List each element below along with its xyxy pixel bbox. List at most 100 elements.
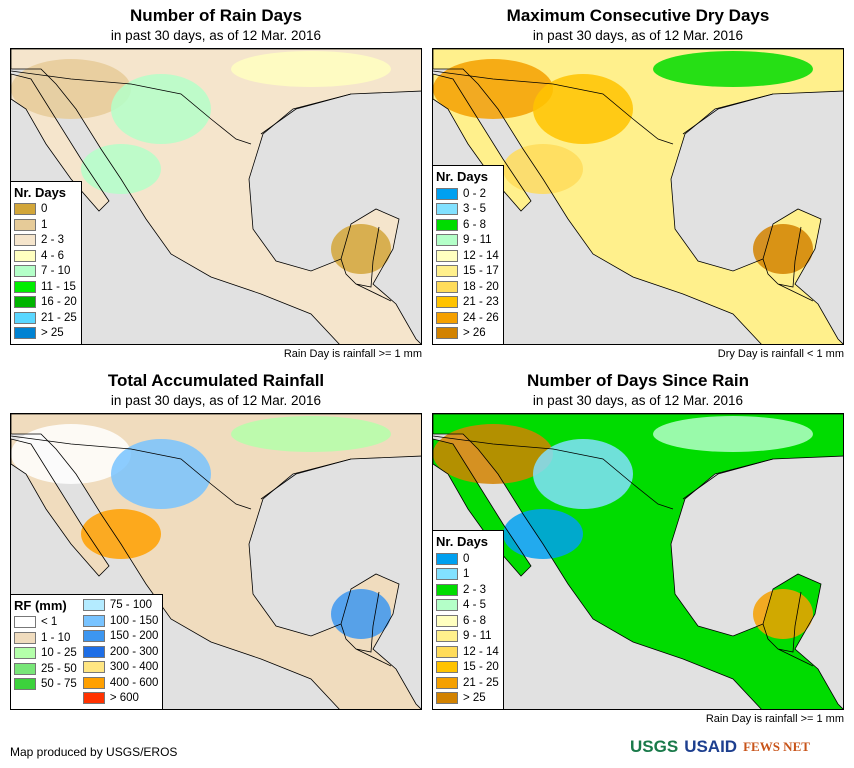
legend-swatch <box>436 280 458 293</box>
legend-label: 12 - 14 <box>463 645 499 658</box>
legend-label: 3 - 5 <box>463 203 487 216</box>
legend: Nr. Days 0 1 2 - 3 4 - 6 7 - 10 11 - 15 16 - 20… <box>11 180 82 344</box>
map-canvas <box>11 49 421 344</box>
value-region <box>331 589 391 639</box>
legend-swatch <box>82 630 105 643</box>
legend-label: 6 - 8 <box>463 218 487 231</box>
usaid-logo: USAID <box>684 737 738 756</box>
legend-label: 4 - 5 <box>463 599 487 612</box>
legend-item: 0 - 2 <box>436 186 499 202</box>
panel-title: Maximum Consecutive Dry Days <box>506 6 770 25</box>
value-region <box>81 144 161 194</box>
legend-label: 300 - 400 <box>109 661 159 674</box>
map-canvas <box>11 414 421 709</box>
legend-item: 300 - 400 <box>82 660 159 676</box>
panel-footnote: Rain Day is rainfall >= 1 mm <box>283 348 422 360</box>
map-panel: Nr. Days 0 1 2 - 3 4 - 5 6 - 8 9 - 11 12 - 14 15… <box>432 413 844 710</box>
legend-title: Nr. Days <box>14 184 67 200</box>
coastline <box>11 73 110 212</box>
value-region <box>533 74 633 144</box>
map-canvas <box>433 49 843 344</box>
legend-item: 6 - 8 <box>436 613 499 629</box>
legend: Nr. Days 0 1 2 - 3 4 - 5 6 - 8 9 - 11 12 - 14 15… <box>433 530 504 709</box>
legend-item: 15 - 17 <box>436 264 499 280</box>
map-canvas <box>433 414 843 709</box>
legend-swatch <box>436 218 458 231</box>
legend-item: 50 - 75 <box>14 677 77 693</box>
coastline <box>433 438 532 577</box>
legend-label: 0 <box>41 203 48 216</box>
value-region <box>753 224 813 274</box>
value-region <box>503 509 583 559</box>
legend-swatch <box>436 311 458 324</box>
legend-label: > 25 <box>463 692 486 705</box>
legend-item: > 25 <box>14 326 77 342</box>
legend-label: > 26 <box>463 327 486 340</box>
value-region <box>503 144 583 194</box>
legend-swatch <box>82 692 105 705</box>
value-region <box>331 224 391 274</box>
panel-footnote: Rain Day is rainfall >= 1 mm <box>705 713 844 725</box>
legend-label: 400 - 600 <box>109 676 159 689</box>
country-border <box>433 70 814 302</box>
legend-item: 9 - 11 <box>436 233 499 249</box>
legend-item: 1 <box>436 567 499 583</box>
legend-item: 4 - 6 <box>14 248 77 264</box>
panel-footnote: Dry Day is rainfall < 1 mm <box>717 348 844 360</box>
legend: Nr. Days 0 - 2 3 - 5 6 - 8 9 - 11 12 - 14 15 -… <box>433 165 504 344</box>
legend-swatch <box>436 692 458 705</box>
legend-label: 150 - 200 <box>109 630 159 643</box>
legend-item: 9 - 11 <box>436 629 499 645</box>
panel-title: Total Accumulated Rainfall <box>107 371 325 390</box>
legend-label: 1 - 10 <box>41 631 71 644</box>
coastline <box>433 49 843 344</box>
legend-item: 400 - 600 <box>82 675 159 691</box>
value-region <box>653 51 813 87</box>
legend-label: 18 - 20 <box>463 280 499 293</box>
legend-swatch <box>436 296 458 309</box>
legend-swatch <box>14 662 36 675</box>
legend-swatch <box>14 265 36 278</box>
legend-swatch <box>436 187 458 200</box>
land-area <box>433 49 843 344</box>
value-region <box>81 509 161 559</box>
legend-item: 24 - 26 <box>436 310 499 326</box>
legend-swatch <box>82 599 105 612</box>
value-region <box>533 439 633 509</box>
value-region <box>11 424 131 484</box>
legend-swatch <box>436 661 458 674</box>
legend-swatch <box>14 234 36 247</box>
legend-item: 150 - 200 <box>82 629 159 645</box>
legend-label: 0 <box>463 552 470 565</box>
logos: USGS USAID FEWS NET <box>630 737 810 757</box>
panel-subtitle: in past 30 days, as of 12 Mar. 2016 <box>110 393 322 408</box>
legend-title: RF (mm) <box>14 597 67 613</box>
legend-swatch <box>82 645 105 658</box>
legend-item: 1 <box>14 217 77 233</box>
legend-item: 18 - 20 <box>436 279 499 295</box>
legend-swatch <box>436 327 458 340</box>
map-panel: Nr. Days 0 1 2 - 3 4 - 6 7 - 10 11 - 15 16 - 20… <box>10 48 422 345</box>
legend-item: < 1 <box>14 615 77 631</box>
legend-label: 2 - 3 <box>41 234 65 247</box>
legend-item: 2 - 3 <box>14 233 77 249</box>
map-panel: RF (mm) < 1 1 - 10 10 - 25 25 - 50 50 - 75 75 … <box>10 413 422 710</box>
coastline <box>433 414 843 709</box>
legend-item: 1 - 10 <box>14 630 77 646</box>
legend-swatch <box>436 568 458 581</box>
coastline <box>11 414 421 709</box>
legend-label: 1 <box>41 218 48 231</box>
legend-item: 100 - 150 <box>82 613 158 629</box>
legend-swatch <box>82 676 105 689</box>
legend-swatch <box>436 249 458 262</box>
legend-item: 7 - 10 <box>14 264 77 280</box>
legend-swatch <box>14 678 36 691</box>
legend: RF (mm) < 1 1 - 10 10 - 25 25 - 50 50 - 75 75 … <box>11 593 164 709</box>
legend-label: 75 - 100 <box>109 599 153 612</box>
legend-swatch <box>436 676 458 689</box>
legend-item: 0 <box>436 551 499 567</box>
legend-swatch <box>14 616 36 629</box>
legend-swatch <box>14 631 36 644</box>
legend-label: 25 - 50 <box>41 662 77 675</box>
legend-label: 9 - 11 <box>463 234 492 247</box>
